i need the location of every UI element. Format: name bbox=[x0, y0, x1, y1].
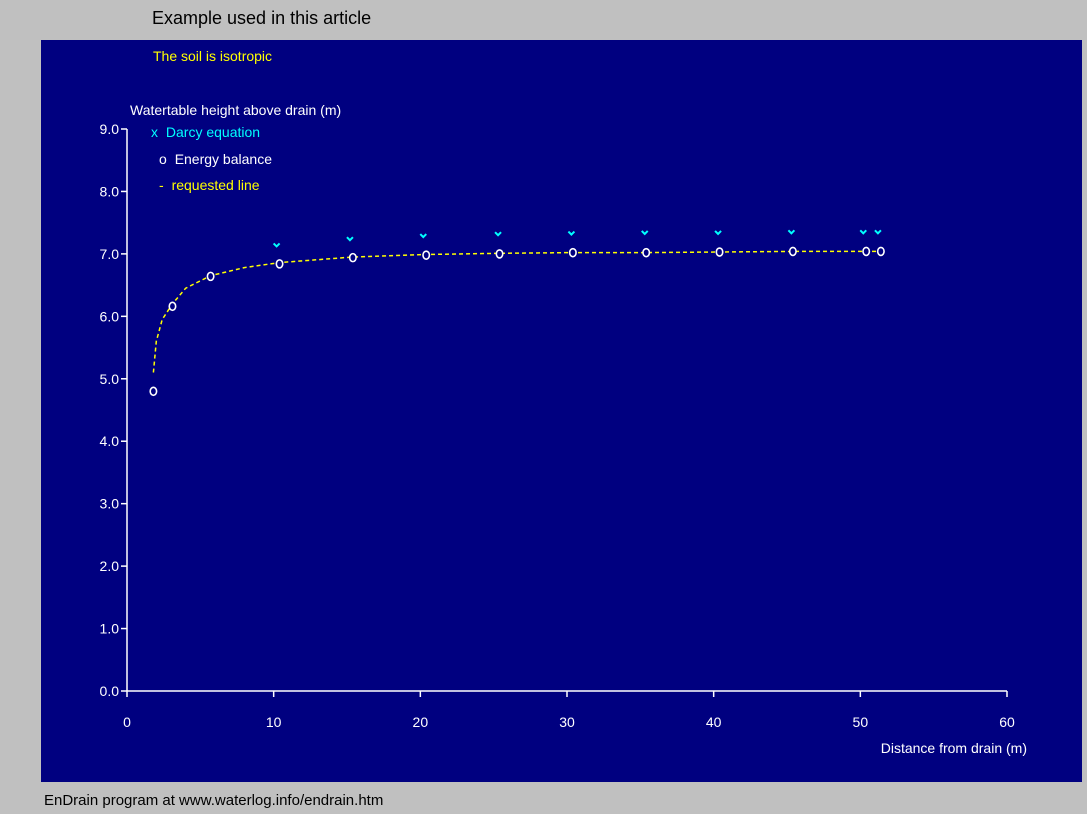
y-tick-label: 8.0 bbox=[100, 183, 120, 199]
y-tick-label: 0.0 bbox=[100, 683, 120, 699]
x-tick-label: 50 bbox=[853, 714, 869, 730]
legend: x Darcy equation o Energy balance - requ… bbox=[151, 124, 272, 193]
energy-point bbox=[495, 249, 504, 259]
chart-svg: The soil is isotropic Watertable height … bbox=[100, 48, 1027, 756]
legend-symbol-energy: o bbox=[159, 151, 167, 167]
legend-symbol-darcy: x bbox=[151, 124, 158, 140]
energy-point bbox=[715, 247, 724, 257]
y-tick-label: 9.0 bbox=[100, 121, 120, 137]
x-tick-label: 30 bbox=[559, 714, 575, 730]
chart-subtitle: The soil is isotropic bbox=[153, 48, 272, 64]
x-axis-label: Distance from drain (m) bbox=[881, 740, 1027, 756]
energy-point bbox=[206, 271, 215, 282]
darcy-point bbox=[787, 229, 796, 235]
y-tick-label: 2.0 bbox=[100, 558, 120, 574]
footer-credit: EnDrain program at www.waterlog.info/end… bbox=[44, 792, 384, 809]
energy-point bbox=[149, 386, 158, 397]
series-layer bbox=[149, 229, 885, 397]
darcy-point bbox=[859, 229, 867, 235]
x-tick-label: 10 bbox=[266, 714, 282, 730]
darcy-point bbox=[874, 229, 882, 235]
legend-entry-requested: - requested line bbox=[159, 177, 260, 193]
energy-point bbox=[862, 246, 871, 257]
legend-label-darcy: Darcy equation bbox=[166, 124, 260, 140]
y-tick-label: 5.0 bbox=[100, 371, 120, 387]
legend-symbol-requested: - bbox=[159, 177, 164, 193]
darcy-point bbox=[272, 242, 281, 248]
legend-entry-darcy: x Darcy equation bbox=[151, 124, 260, 140]
y-tick-label: 7.0 bbox=[100, 246, 120, 262]
y-axis-label: Watertable height above drain (m) bbox=[130, 102, 341, 118]
x-tick-label: 0 bbox=[123, 714, 131, 730]
legend-entry-energy: o Energy balance bbox=[159, 151, 272, 167]
y-tick-label: 6.0 bbox=[100, 308, 120, 324]
energy-point bbox=[876, 246, 885, 257]
legend-label-energy: Energy balance bbox=[175, 151, 273, 167]
axes: 0.0 1.0 2.0 3.0 4.0 5.0 6.0 7.0 8.0 9.0 0 10 20 30 40 5… bbox=[100, 121, 1015, 730]
x-tick-label: 20 bbox=[413, 714, 429, 730]
darcy-point bbox=[641, 230, 649, 236]
energy-point bbox=[422, 250, 431, 260]
energy-point bbox=[788, 246, 797, 257]
energy-point bbox=[348, 252, 357, 263]
energy-point bbox=[168, 301, 177, 312]
energy-point bbox=[568, 247, 577, 258]
energy-point bbox=[275, 259, 284, 269]
y-tick-label: 3.0 bbox=[100, 496, 120, 512]
x-tick-label: 60 bbox=[999, 714, 1015, 730]
legend-label-requested: requested line bbox=[172, 177, 260, 193]
darcy-point bbox=[494, 231, 502, 237]
darcy-point bbox=[567, 230, 576, 236]
series-line-requested bbox=[152, 250, 881, 373]
darcy-point bbox=[714, 230, 722, 236]
window-title: Example used in this article bbox=[152, 8, 372, 28]
x-tick-label: 40 bbox=[706, 714, 722, 730]
darcy-point bbox=[419, 233, 427, 239]
energy-point bbox=[642, 247, 651, 258]
y-tick-label: 4.0 bbox=[100, 433, 120, 449]
plot-panel: The soil is isotropic Watertable height … bbox=[41, 40, 1082, 782]
y-tick-label: 1.0 bbox=[100, 621, 120, 637]
darcy-point bbox=[346, 236, 354, 242]
